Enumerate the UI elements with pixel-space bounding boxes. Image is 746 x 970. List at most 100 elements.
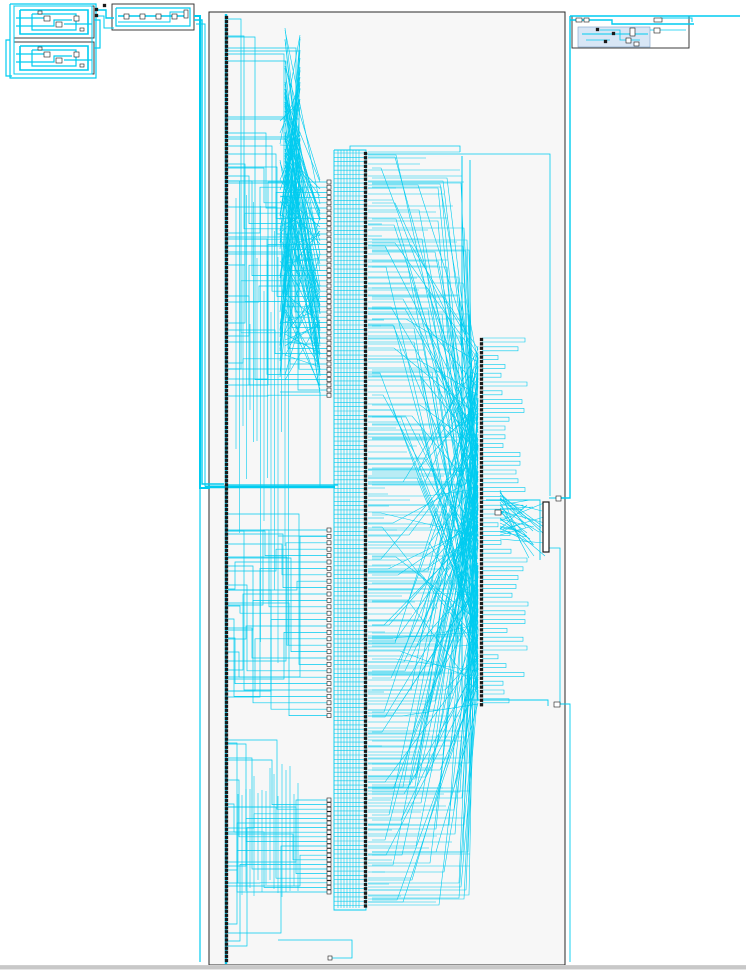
register-glyph[interactable] — [327, 222, 331, 226]
register-glyph[interactable] — [626, 38, 631, 43]
register-glyph[interactable] — [327, 185, 331, 189]
register-glyph[interactable] — [327, 630, 331, 634]
register-glyph[interactable] — [327, 534, 331, 538]
register-glyph[interactable] — [327, 662, 331, 666]
register-glyph[interactable] — [327, 862, 331, 866]
register-glyph[interactable] — [172, 14, 177, 19]
register-glyph[interactable] — [554, 702, 560, 707]
register-glyph[interactable] — [44, 52, 50, 57]
register-glyph[interactable] — [327, 592, 331, 596]
register-glyph[interactable] — [327, 263, 331, 267]
register-glyph[interactable] — [327, 881, 331, 885]
register-glyph[interactable] — [327, 331, 331, 335]
register-glyph[interactable] — [327, 826, 331, 830]
register-glyph[interactable] — [327, 284, 331, 288]
register-glyph[interactable] — [327, 541, 331, 545]
register-glyph[interactable] — [584, 18, 589, 22]
register-glyph[interactable] — [327, 849, 331, 853]
register-glyph[interactable] — [327, 180, 331, 184]
cell-glyph[interactable] — [38, 11, 42, 14]
register-glyph[interactable] — [327, 579, 331, 583]
register-glyph[interactable] — [327, 216, 331, 220]
register-glyph[interactable] — [327, 336, 331, 340]
mux-glyph[interactable] — [184, 10, 188, 18]
register-glyph[interactable] — [327, 560, 331, 564]
cell-glyph[interactable] — [80, 64, 84, 67]
register-glyph[interactable] — [327, 547, 331, 551]
register-glyph[interactable] — [327, 248, 331, 252]
register-glyph[interactable] — [327, 605, 331, 609]
mux-glyph[interactable] — [630, 28, 635, 36]
register-glyph[interactable] — [327, 618, 331, 622]
register-glyph[interactable] — [327, 867, 331, 871]
register-glyph[interactable] — [576, 18, 582, 22]
register-glyph[interactable] — [327, 876, 331, 880]
register-glyph[interactable] — [327, 378, 331, 382]
register-glyph[interactable] — [327, 528, 331, 532]
register-glyph[interactable] — [327, 367, 331, 371]
register-glyph[interactable] — [327, 611, 331, 615]
register-glyph[interactable] — [327, 388, 331, 392]
register-glyph[interactable] — [327, 357, 331, 361]
mux-glyph[interactable] — [495, 510, 501, 515]
register-glyph[interactable] — [327, 885, 331, 889]
register-glyph[interactable] — [327, 890, 331, 894]
register-glyph[interactable] — [327, 242, 331, 246]
register-glyph[interactable] — [327, 669, 331, 673]
register-glyph[interactable] — [327, 237, 331, 241]
register-glyph[interactable] — [327, 675, 331, 679]
register-glyph[interactable] — [327, 858, 331, 862]
register-glyph[interactable] — [327, 300, 331, 304]
register-glyph[interactable] — [328, 956, 332, 960]
register-glyph[interactable] — [327, 362, 331, 366]
register-glyph[interactable] — [327, 315, 331, 319]
register-glyph[interactable] — [327, 310, 331, 314]
register-glyph[interactable] — [327, 701, 331, 705]
register-glyph[interactable] — [327, 211, 331, 215]
register-glyph[interactable] — [327, 812, 331, 816]
register-glyph[interactable] — [327, 232, 331, 236]
register-glyph[interactable] — [327, 656, 331, 660]
register-glyph[interactable] — [56, 22, 62, 27]
register-glyph[interactable] — [327, 346, 331, 350]
register-glyph[interactable] — [327, 798, 331, 802]
register-glyph[interactable] — [327, 844, 331, 848]
register-glyph[interactable] — [327, 624, 331, 628]
register-glyph[interactable] — [327, 206, 331, 210]
mux-glyph[interactable] — [74, 52, 79, 57]
register-glyph[interactable] — [327, 586, 331, 590]
register-glyph[interactable] — [124, 14, 129, 19]
register-glyph[interactable] — [327, 688, 331, 692]
register-glyph[interactable] — [327, 279, 331, 283]
register-glyph[interactable] — [327, 305, 331, 309]
register-glyph[interactable] — [327, 821, 331, 825]
register-glyph[interactable] — [327, 835, 331, 839]
register-glyph[interactable] — [327, 598, 331, 602]
register-glyph[interactable] — [156, 14, 161, 19]
register-glyph[interactable] — [327, 707, 331, 711]
register-glyph[interactable] — [327, 816, 331, 820]
register-glyph[interactable] — [327, 341, 331, 345]
register-glyph[interactable] — [327, 650, 331, 654]
register-glyph[interactable] — [327, 201, 331, 205]
register-glyph[interactable] — [327, 807, 331, 811]
register-glyph[interactable] — [327, 830, 331, 834]
register-glyph[interactable] — [327, 352, 331, 356]
register-glyph[interactable] — [654, 28, 660, 33]
register-glyph[interactable] — [327, 566, 331, 570]
register-glyph[interactable] — [634, 42, 639, 46]
register-glyph[interactable] — [327, 803, 331, 807]
horizontal-scrollbar[interactable] — [0, 965, 746, 970]
register-glyph[interactable] — [327, 320, 331, 324]
register-glyph[interactable] — [327, 190, 331, 194]
register-glyph[interactable] — [56, 58, 62, 63]
cell-glyph[interactable] — [38, 47, 42, 50]
register-glyph[interactable] — [327, 573, 331, 577]
register-glyph[interactable] — [327, 372, 331, 376]
register-glyph[interactable] — [327, 383, 331, 387]
output-mux-glyph[interactable] — [543, 502, 549, 552]
cell-glyph[interactable] — [80, 28, 84, 31]
register-glyph[interactable] — [327, 839, 331, 843]
register-glyph[interactable] — [327, 682, 331, 686]
